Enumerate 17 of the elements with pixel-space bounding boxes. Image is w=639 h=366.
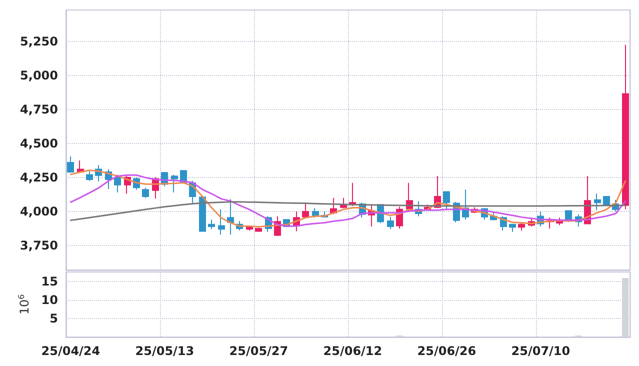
y-tick-label: 5,250 — [20, 34, 58, 48]
x-tick-label: 25/06/26 — [417, 344, 476, 358]
y-tick-label: 5,000 — [20, 68, 58, 82]
y-tick-label: 3,750 — [20, 238, 58, 252]
x-tick-label: 25/06/12 — [323, 344, 382, 358]
y-tick-label: 15 — [41, 274, 58, 288]
y-tick-label: 4,000 — [20, 204, 58, 218]
x-tick-label: 25/07/10 — [511, 344, 570, 358]
y-tick-label: 5 — [50, 311, 58, 326]
y-tick-label: 4,750 — [20, 102, 58, 116]
x-tick-label: 25/05/27 — [229, 344, 288, 358]
y-axis-title: 106 — [16, 294, 32, 315]
y-tick-label: 4,500 — [20, 136, 58, 150]
y-tick-label: 4,250 — [20, 170, 58, 184]
y-tick-label: 10 — [41, 292, 58, 307]
x-tick-label: 25/04/24 — [41, 344, 100, 358]
x-tick-label: 25/05/13 — [135, 344, 194, 358]
